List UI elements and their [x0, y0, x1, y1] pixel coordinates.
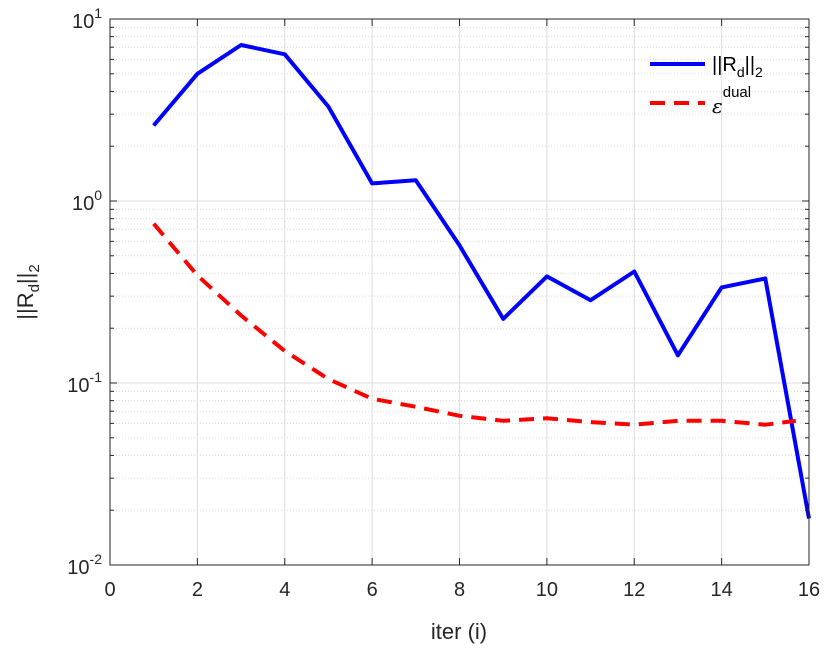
legend-residual-base: ||R [712, 54, 737, 76]
y-axis-label-tail: || [13, 273, 38, 284]
y-tick-base: 10 [67, 375, 89, 397]
legend-residual-tail: || [745, 54, 755, 76]
y-axis-label: ||Rd||2 [13, 264, 43, 319]
x-tick-label: 10 [536, 579, 558, 601]
y-tick-exponent: 1 [94, 5, 102, 21]
x-tick-label: 12 [623, 579, 645, 601]
x-tick-label: 6 [367, 579, 378, 601]
y-axis-label-base: ||R [13, 292, 38, 319]
x-tick-label: 0 [104, 579, 115, 601]
x-axis-label: iter (i) [431, 619, 487, 644]
y-tick-base: 10 [72, 193, 94, 215]
series-line-dual [152, 222, 797, 427]
y-tick-exponent: 0 [94, 187, 102, 203]
y-tick-base: 10 [72, 11, 94, 33]
minor-grid [110, 26, 809, 511]
legend: ||Rd||2 εdual [650, 54, 763, 118]
x-tick-label: 2 [192, 579, 203, 601]
y-tick-label: 101 [72, 5, 102, 33]
legend-dual-symbol: ε [712, 94, 723, 118]
x-tick-label: 4 [279, 579, 290, 601]
x-tick-label: 16 [798, 579, 820, 601]
y-axis-label-sub: d [26, 284, 43, 292]
x-tick-label: 14 [711, 579, 733, 601]
y-tick-label: 100 [72, 187, 102, 215]
series-layer [152, 43, 811, 519]
tick-marks [109, 18, 810, 566]
y-tick-exponent: -2 [90, 551, 103, 567]
plot-area [109, 18, 811, 566]
legend-dual-sup: dual [723, 84, 751, 101]
y-axis-label-sub2: 2 [26, 264, 43, 272]
y-tick-base: 10 [67, 557, 89, 579]
legend-label-dual: εdual [712, 84, 751, 118]
y-tick-exponent: -1 [90, 369, 103, 385]
y-tick-label: 10-2 [67, 551, 102, 579]
legend-residual-sub: d [737, 64, 745, 80]
series-line-residual [152, 43, 811, 519]
x-tick-labels: 0 2 4 6 8 10 12 14 16 [104, 579, 820, 601]
y-tick-label: 10-1 [67, 369, 102, 397]
legend-label-residual: ||Rd||2 [712, 54, 763, 80]
legend-residual-sub2: 2 [755, 64, 763, 80]
x-tick-label: 8 [454, 579, 465, 601]
